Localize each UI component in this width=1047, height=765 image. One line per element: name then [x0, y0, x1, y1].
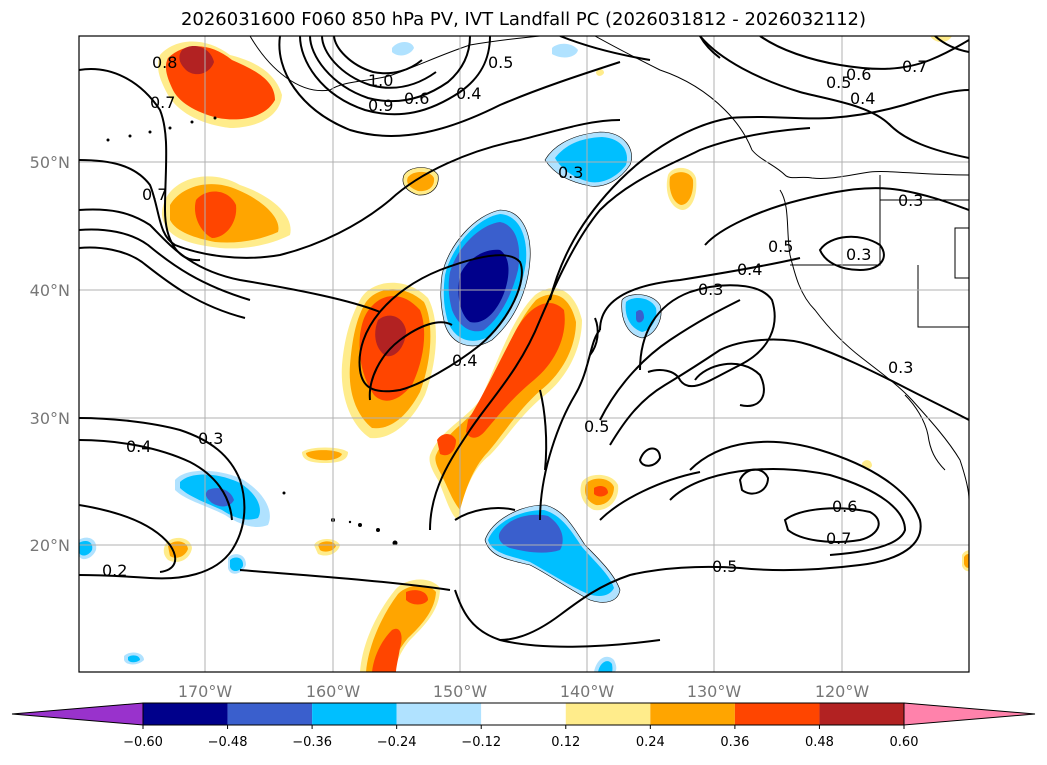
- lon-tick-label: 130°W: [687, 682, 742, 701]
- contour-label: 0.7: [902, 57, 927, 76]
- colorbar-tick-label: 0.60: [890, 735, 919, 750]
- contour-labels: 0.8 0.7 1.0 0.9 0.6 0.4 0.5 0.6 0.5 0.4 …: [102, 53, 927, 580]
- colorbar-tick-label: 0.36: [720, 735, 749, 750]
- colorbar-tick-label: −0.24: [377, 735, 417, 750]
- lat-tick-label: 50°N: [30, 153, 70, 172]
- colorbar-cell: [734, 703, 820, 725]
- colorbar-extend-low: [11, 702, 144, 726]
- map-frame: [78, 35, 970, 673]
- contour-label: 1.0: [368, 71, 393, 90]
- lon-tick-label: 140°W: [560, 682, 615, 701]
- contour-label: 0.2: [102, 561, 127, 580]
- contour-label: 0.4: [850, 89, 875, 108]
- lon-tick-label: 120°W: [815, 682, 870, 701]
- contour-label: 0.4: [452, 351, 477, 370]
- map-panel: 0.8 0.7 1.0 0.9 0.6 0.4 0.5 0.6 0.5 0.4 …: [79, 36, 969, 672]
- contour-label: 0.8: [152, 53, 177, 72]
- contour-label: 0.5: [826, 73, 851, 92]
- gridlines: [79, 36, 969, 672]
- contour-label: 0.6: [832, 497, 857, 516]
- colorbar-cell: [565, 703, 651, 725]
- colorbar-cell: [143, 703, 228, 725]
- latitude-ticks: 50°N 40°N 30°N 20°N: [30, 153, 70, 555]
- contour-label: 0.3: [558, 163, 583, 182]
- contour-label: 0.3: [888, 358, 913, 377]
- colorbar-tick-label: 0.12: [551, 735, 580, 750]
- colorbar-cell: [312, 703, 397, 725]
- contour-label: 0.3: [846, 245, 871, 264]
- colorbar-tick-label: −0.60: [123, 735, 163, 750]
- colorbar-extend-high: [903, 702, 1036, 726]
- colorbar-cell: [481, 703, 566, 725]
- contour-label: 0.7: [826, 529, 851, 548]
- contour-label: 0.3: [898, 191, 923, 210]
- contour-label: 0.3: [698, 280, 723, 299]
- contour-label: 0.5: [584, 417, 609, 436]
- colorbar-frame: [142, 702, 905, 726]
- lat-tick-label: 40°N: [30, 281, 70, 300]
- contour-label: 0.4: [456, 84, 481, 103]
- pv-shading: [79, 36, 969, 672]
- islands: [106, 116, 398, 546]
- contour-label: 0.9: [368, 96, 393, 115]
- contour-label: 0.3: [198, 429, 223, 448]
- contour-label: 0.5: [768, 237, 793, 256]
- contour-label: 0.7: [150, 93, 175, 112]
- contour-label: 0.5: [488, 53, 513, 72]
- contour-label: 0.6: [404, 89, 429, 108]
- ivt-contours: [79, 36, 969, 648]
- colorbar: −0.60 −0.48 −0.36 −0.24 −0.12 0.12 0.24 0.36 0.4…: [11, 702, 1036, 750]
- map-title: 2026031600 F060 850 hPa PV, IVT Landfall…: [180, 9, 867, 30]
- colorbar-tick-label: −0.48: [208, 735, 248, 750]
- contour-label: 0.5: [712, 557, 737, 576]
- lon-tick-label: 150°W: [433, 682, 488, 701]
- colorbar-tick-label: 0.24: [636, 735, 665, 750]
- colorbar-tick-label: −0.36: [292, 735, 332, 750]
- colorbar-cell: [396, 703, 482, 725]
- lon-tick-label: 170°W: [178, 682, 233, 701]
- lon-tick-label: 160°W: [306, 682, 361, 701]
- contour-label: 0.4: [737, 260, 762, 279]
- contour-label: 0.6: [846, 65, 871, 84]
- colorbar-tick-label: 0.48: [805, 735, 834, 750]
- colorbar-cell: [819, 703, 904, 725]
- colorbar-tick-label: −0.12: [461, 735, 501, 750]
- contour-label: 0.4: [126, 437, 151, 456]
- colorbar-cell: [650, 703, 735, 725]
- lat-tick-label: 20°N: [30, 536, 70, 555]
- contour-label: 0.7: [142, 185, 167, 204]
- lat-tick-label: 30°N: [30, 409, 70, 428]
- longitude-ticks: 170°W 160°W 150°W 140°W 130°W 120°W: [178, 682, 870, 701]
- colorbar-cell: [227, 703, 313, 725]
